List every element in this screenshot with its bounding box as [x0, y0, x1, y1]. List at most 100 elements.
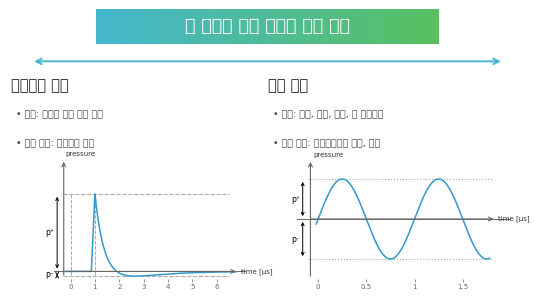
Bar: [422, 9, 423, 44]
Bar: [256, 9, 257, 44]
Bar: [122, 9, 124, 44]
Bar: [213, 9, 215, 44]
Bar: [155, 9, 156, 44]
Bar: [320, 9, 322, 44]
Bar: [254, 9, 256, 44]
Bar: [278, 9, 279, 44]
Bar: [346, 9, 348, 44]
Bar: [427, 9, 429, 44]
Bar: [326, 9, 327, 44]
Bar: [411, 9, 413, 44]
Bar: [358, 9, 360, 44]
Bar: [432, 9, 433, 44]
Bar: [338, 9, 339, 44]
Bar: [187, 9, 189, 44]
Bar: [288, 9, 290, 44]
Bar: [112, 9, 113, 44]
Text: pressure: pressure: [314, 152, 343, 158]
Bar: [223, 9, 225, 44]
Text: p⁻: p⁻: [291, 235, 300, 244]
Bar: [389, 9, 391, 44]
Bar: [420, 9, 422, 44]
Bar: [127, 9, 129, 44]
Bar: [266, 9, 268, 44]
Bar: [401, 9, 403, 44]
Bar: [303, 9, 305, 44]
Bar: [273, 9, 274, 44]
Bar: [192, 9, 194, 44]
Bar: [115, 9, 117, 44]
Bar: [363, 9, 365, 44]
Text: p⁻: p⁻: [45, 269, 54, 278]
Bar: [142, 9, 144, 44]
Bar: [236, 9, 239, 44]
Bar: [418, 9, 420, 44]
Bar: [96, 9, 98, 44]
Bar: [113, 9, 115, 44]
Bar: [292, 9, 293, 44]
Bar: [430, 9, 432, 44]
Bar: [404, 9, 406, 44]
Bar: [310, 9, 312, 44]
Bar: [307, 9, 309, 44]
Bar: [119, 9, 120, 44]
Text: pressure: pressure: [66, 151, 96, 157]
Bar: [429, 9, 430, 44]
Bar: [386, 9, 387, 44]
Bar: [216, 9, 218, 44]
Bar: [202, 9, 204, 44]
Bar: [365, 9, 367, 44]
Bar: [437, 9, 439, 44]
Bar: [179, 9, 180, 44]
Bar: [219, 9, 221, 44]
Bar: [252, 9, 254, 44]
Bar: [367, 9, 369, 44]
Bar: [333, 9, 334, 44]
Bar: [379, 9, 380, 44]
Bar: [153, 9, 155, 44]
Bar: [355, 9, 356, 44]
Bar: [331, 9, 333, 44]
Bar: [269, 9, 271, 44]
Bar: [249, 9, 250, 44]
Bar: [166, 9, 168, 44]
Text: 전전두엽 이상: 전전두엽 이상: [11, 78, 68, 93]
Text: 해마 이상: 해마 이상: [268, 78, 308, 93]
Bar: [175, 9, 177, 44]
Bar: [295, 9, 296, 44]
Bar: [180, 9, 182, 44]
Bar: [245, 9, 247, 44]
Bar: [394, 9, 396, 44]
Text: time [μs]: time [μs]: [499, 216, 530, 222]
Bar: [403, 9, 404, 44]
Bar: [243, 9, 245, 44]
Bar: [268, 9, 269, 44]
Bar: [276, 9, 278, 44]
Bar: [353, 9, 355, 44]
Bar: [285, 9, 286, 44]
Bar: [423, 9, 425, 44]
Bar: [232, 9, 233, 44]
Bar: [351, 9, 353, 44]
Bar: [408, 9, 410, 44]
Bar: [336, 9, 338, 44]
Bar: [380, 9, 382, 44]
Bar: [162, 9, 163, 44]
Bar: [382, 9, 384, 44]
Bar: [129, 9, 131, 44]
Bar: [261, 9, 262, 44]
Bar: [410, 9, 411, 44]
Bar: [242, 9, 243, 44]
Bar: [274, 9, 276, 44]
Bar: [117, 9, 119, 44]
Bar: [197, 9, 199, 44]
Bar: [283, 9, 285, 44]
Bar: [228, 9, 230, 44]
Bar: [296, 9, 299, 44]
Bar: [348, 9, 350, 44]
Bar: [182, 9, 184, 44]
Text: • 역할: 학습, 기억, 감정, 및 운동기등: • 역할: 학습, 기억, 감정, 및 운동기등: [273, 111, 383, 120]
Bar: [377, 9, 379, 44]
Bar: [235, 9, 236, 44]
Bar: [204, 9, 206, 44]
